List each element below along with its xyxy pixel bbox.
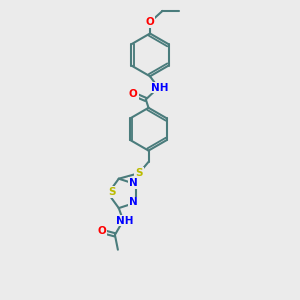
Text: O: O [97, 226, 106, 236]
Text: NH: NH [116, 216, 134, 226]
Text: O: O [146, 17, 154, 27]
Text: N: N [129, 197, 137, 208]
Text: O: O [129, 89, 138, 99]
Text: S: S [108, 187, 116, 197]
Text: NH: NH [151, 82, 169, 93]
Text: S: S [135, 168, 143, 178]
Text: N: N [129, 178, 137, 188]
